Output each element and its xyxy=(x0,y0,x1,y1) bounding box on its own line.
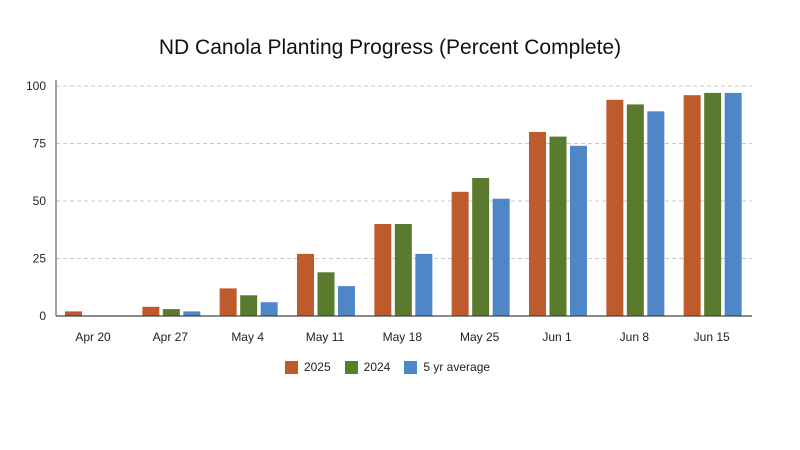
x-tick-labels: Apr 20 Apr 27 May 4 May 11 May 18 May 25 Jun 1… xyxy=(75,330,730,344)
bar-5-yr-average xyxy=(724,92,742,317)
bar-2024 xyxy=(240,295,258,316)
bar-2025 xyxy=(297,253,314,316)
bar-5-yr-average xyxy=(183,311,201,316)
x-tick-label: May 4 xyxy=(231,330,264,344)
bar-2024 xyxy=(626,104,644,317)
x-tick-label: Jun 1 xyxy=(542,330,572,344)
bar-5-yr-average xyxy=(492,198,510,316)
bar-5-yr-average xyxy=(647,111,665,316)
legend: 2025 2024 5 yr average xyxy=(0,360,775,374)
bar-2025 xyxy=(142,306,160,316)
x-tick-label: Apr 27 xyxy=(153,330,189,344)
legend-swatch xyxy=(344,360,358,374)
x-tick-label: Jun 8 xyxy=(620,330,650,344)
x-tick-label: May 18 xyxy=(383,330,423,344)
bar-5-yr-average xyxy=(570,145,587,316)
bar-2025 xyxy=(606,99,624,316)
y-tick-label: 50 xyxy=(33,194,47,208)
y-tick-label: 25 xyxy=(33,252,47,266)
bar-5-yr-average xyxy=(415,253,433,316)
axes xyxy=(55,80,752,317)
legend-item: 2024 xyxy=(344,360,391,374)
bar-5-yr-average xyxy=(338,286,355,316)
x-tick-label: Apr 20 xyxy=(75,330,111,344)
legend-label: 2024 xyxy=(363,360,391,374)
gridlines xyxy=(56,85,752,259)
legend-label: 5 yr average xyxy=(423,360,491,374)
y-tick-label: 100 xyxy=(26,79,46,93)
y-tick-label: 75 xyxy=(33,137,47,151)
bar-2024 xyxy=(317,272,335,316)
bar-2025 xyxy=(374,224,392,316)
bar-2024 xyxy=(472,178,490,316)
x-tick-label: May 25 xyxy=(460,330,500,344)
bar-2024 xyxy=(394,224,412,316)
bar-2025 xyxy=(451,191,469,316)
bar-2025 xyxy=(65,311,82,316)
bar-2024 xyxy=(162,309,180,316)
legend-item: 5 yr average xyxy=(404,360,490,374)
bar-2025 xyxy=(529,132,546,316)
y-tick-label: 0 xyxy=(39,309,46,323)
bar-5-yr-average xyxy=(260,302,278,316)
chart-title: ND Canola Planting Progress (Percent Com… xyxy=(158,36,622,59)
bars xyxy=(65,92,742,317)
legend-swatch xyxy=(404,360,418,374)
bar-2024 xyxy=(704,92,722,317)
legend-item: 2025 xyxy=(284,360,331,374)
bar-2024 xyxy=(549,136,567,316)
bar-2025 xyxy=(683,95,701,316)
x-tick-label: May 11 xyxy=(306,330,345,344)
legend-swatch xyxy=(284,360,298,374)
legend-label: 2025 xyxy=(303,360,331,374)
bar-2025 xyxy=(219,288,237,316)
y-tick-labels: 0 25 50 75 100 xyxy=(26,79,46,323)
x-tick-label: Jun 15 xyxy=(694,330,730,344)
